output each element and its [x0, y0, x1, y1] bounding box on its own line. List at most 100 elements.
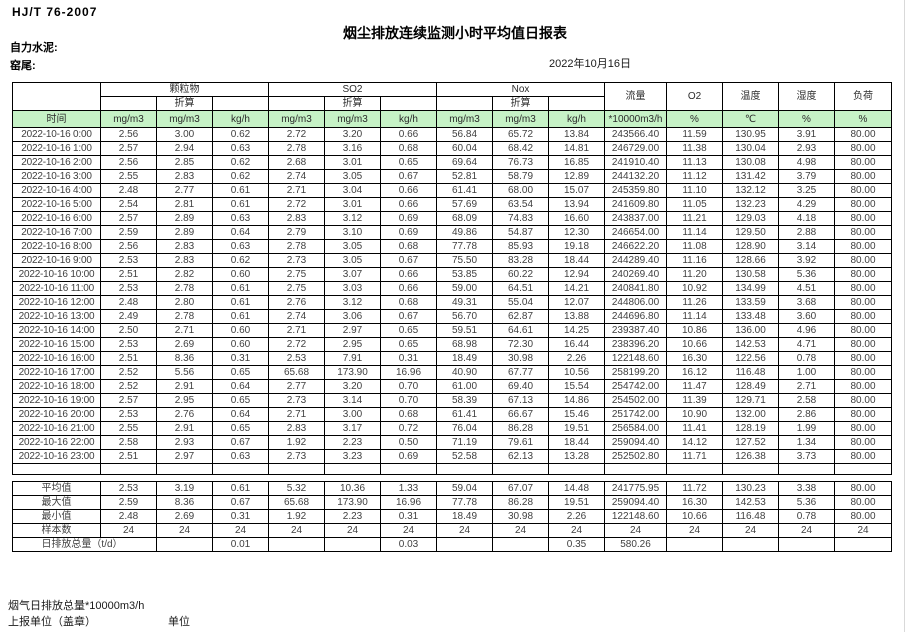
value-cell: 80.00 [834, 141, 892, 156]
value-cell: 0.78 [778, 351, 835, 366]
table-row: 2022-10-16 20:00 2.53 2.76 0.64 2.71 3.00 0.68… [12, 407, 892, 422]
value-cell: 0.65 [380, 155, 437, 170]
value-cell: 11.14 [666, 309, 723, 324]
value-cell: 16.96 [380, 365, 437, 380]
value-cell: 15.54 [548, 379, 605, 394]
value-cell: 2.57 [100, 141, 157, 156]
value-cell: 3.92 [778, 253, 835, 268]
value-cell: 243566.40 [604, 127, 667, 142]
value-cell: 4.71 [778, 337, 835, 352]
value-cell: 12.07 [548, 295, 605, 310]
value-cell: 56.70 [436, 309, 493, 324]
col-header-temperature: 温度 [722, 82, 779, 111]
value-cell: 24 [492, 523, 549, 538]
value-cell: 2.78 [156, 281, 213, 296]
value-cell: 59.00 [436, 281, 493, 296]
value-cell: 2.83 [268, 211, 325, 226]
value-cell: 80.00 [834, 495, 892, 510]
value-cell: 11.47 [666, 379, 723, 394]
value-cell: 19.51 [548, 495, 605, 510]
value-cell: 14.12 [666, 435, 723, 450]
value-cell: 3.38 [778, 481, 835, 496]
value-cell: 24 [834, 523, 892, 538]
time-cell: 2022-10-16 4:00 [12, 183, 101, 198]
value-cell: 80.00 [834, 435, 892, 450]
value-cell: 11.20 [666, 267, 723, 282]
time-cell: 2022-10-16 6:00 [12, 211, 101, 226]
time-cell: 2022-10-16 0:00 [12, 127, 101, 142]
value-cell: 254742.00 [604, 379, 667, 394]
unit-cell: mg/m3 [268, 110, 325, 128]
stack-label: 窑尾: [10, 60, 36, 72]
value-cell: 80.00 [834, 407, 892, 422]
value-cell: 2.54 [100, 197, 157, 212]
table-row: 2022-10-16 2:00 2.56 2.85 0.62 2.68 3.01 0.65 6… [12, 155, 892, 170]
converted-subheader-so2: 折算 [324, 96, 381, 111]
value-cell [548, 463, 605, 475]
value-cell: 68.42 [492, 141, 549, 156]
value-cell: 244132.20 [604, 169, 667, 184]
value-cell: 14.86 [548, 393, 605, 408]
value-cell [666, 537, 723, 552]
value-cell: 80.00 [834, 351, 892, 366]
table-row: 2022-10-16 7:00 2.59 2.89 0.64 2.79 3.10 0.69 4… [12, 225, 892, 240]
value-cell: 3.79 [778, 169, 835, 184]
value-cell: 80.00 [834, 365, 892, 380]
time-cell: 2022-10-16 22:00 [12, 435, 101, 450]
value-cell: 2.76 [268, 295, 325, 310]
value-cell: 13.88 [548, 309, 605, 324]
value-cell: 0.31 [212, 351, 269, 366]
value-cell: 1.92 [268, 509, 325, 524]
value-cell: 13.28 [548, 449, 605, 464]
value-cell: 0.69 [380, 225, 437, 240]
value-cell [666, 463, 723, 475]
value-cell: 2.49 [100, 309, 157, 324]
value-cell: 0.62 [212, 169, 269, 184]
time-header-spacer [12, 82, 101, 111]
value-cell: 1.34 [778, 435, 835, 450]
value-cell: 2.97 [324, 323, 381, 338]
value-cell [156, 537, 213, 552]
value-cell: 24 [212, 523, 269, 538]
value-cell: 2.73 [268, 449, 325, 464]
value-cell: 19.51 [548, 421, 605, 436]
value-cell: 10.66 [666, 337, 723, 352]
value-cell: 0.70 [380, 393, 437, 408]
value-cell: 246729.00 [604, 141, 667, 156]
value-cell: 11.14 [666, 225, 723, 240]
value-cell: 80.00 [834, 323, 892, 338]
value-cell: 62.87 [492, 309, 549, 324]
value-cell: 0.68 [380, 407, 437, 422]
value-cell [436, 537, 493, 552]
unit-cell: mg/m3 [156, 110, 213, 128]
value-cell: 7.91 [324, 351, 381, 366]
value-cell: 142.53 [722, 495, 779, 510]
value-cell: 0.68 [380, 239, 437, 254]
value-cell: 74.83 [492, 211, 549, 226]
value-cell [778, 537, 835, 552]
value-cell: 0.68 [380, 141, 437, 156]
value-cell: 13.94 [548, 197, 605, 212]
value-cell: 1.00 [778, 365, 835, 380]
value-cell: 238396.20 [604, 337, 667, 352]
value-cell: 18.49 [436, 509, 493, 524]
value-cell: 14.25 [548, 323, 605, 338]
value-cell: 80.00 [834, 253, 892, 268]
value-cell: 3.23 [324, 449, 381, 464]
value-cell: 0.65 [212, 365, 269, 380]
value-cell: 2.56 [100, 155, 157, 170]
value-cell [492, 537, 549, 552]
value-cell: 0.62 [212, 155, 269, 170]
unit-cell: % [834, 110, 892, 128]
value-cell: 3.16 [324, 141, 381, 156]
value-cell: 30.98 [492, 509, 549, 524]
value-cell: 0.60 [212, 267, 269, 282]
value-cell: 142.53 [722, 337, 779, 352]
value-cell: 0.66 [380, 183, 437, 198]
value-cell: 67.13 [492, 393, 549, 408]
unit-cell: kg/h [548, 110, 605, 128]
table-row: 2022-10-16 17:00 2.52 5.56 0.65 65.68 173.90 1… [12, 365, 892, 380]
value-cell: 132.00 [722, 407, 779, 422]
value-cell: 24 [604, 523, 667, 538]
value-cell: 2.48 [100, 183, 157, 198]
